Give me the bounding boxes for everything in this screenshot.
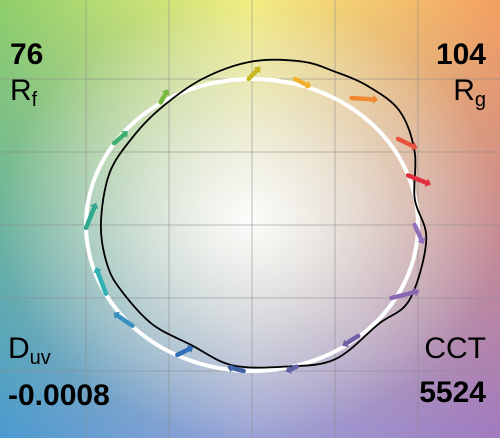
hue-vector-shaft <box>83 205 97 231</box>
duv-metric: Duv -0.0008 <box>8 334 110 411</box>
rg-label: Rg <box>453 74 486 112</box>
hue-vector-shaft <box>287 364 300 372</box>
hue-vector-shaft <box>395 136 416 149</box>
rg-metric: 104 Rg <box>436 40 486 115</box>
hue-vector-15 <box>111 131 128 146</box>
hue-vector-shaft <box>111 132 127 146</box>
rf-metric: 76 Rf <box>10 40 43 115</box>
hue-vector-12 <box>113 311 135 328</box>
hue-vector-head <box>424 178 431 187</box>
hue-vectors <box>83 66 431 374</box>
hue-vector-6 <box>412 222 426 245</box>
hue-vector-2 <box>292 76 312 89</box>
hue-vector-head <box>413 287 420 297</box>
duv-label: Duv <box>8 332 51 370</box>
hue-vector-10 <box>227 363 246 374</box>
hue-vector-head <box>161 89 170 96</box>
hue-vector-head <box>304 80 312 89</box>
hue-vector-shaft <box>344 333 361 346</box>
hue-vector-16 <box>158 89 170 105</box>
cct-value: 5524 <box>419 376 486 409</box>
hue-vector-shaft <box>292 76 310 88</box>
hue-vector-9 <box>285 364 300 374</box>
rg-value: 104 <box>435 38 486 71</box>
hue-vector-head <box>90 202 99 210</box>
hue-vector-shaft <box>95 269 109 296</box>
hue-vector-13 <box>93 267 109 296</box>
hue-vector-shaft <box>389 289 417 301</box>
test-contour <box>99 58 428 369</box>
hue-vector-head <box>186 345 194 354</box>
hue-vector-shaft <box>229 365 246 374</box>
cct-label: CCT <box>424 332 486 365</box>
hue-vector-head <box>285 365 292 374</box>
hue-vector-shaft <box>115 313 135 328</box>
duv-value: -0.0008 <box>8 379 110 412</box>
hue-vector-3 <box>349 94 379 104</box>
hue-vector-head <box>121 131 128 138</box>
hue-vector-11 <box>175 345 194 358</box>
hue-vector-7 <box>389 287 420 301</box>
hue-vector-head <box>372 94 379 104</box>
hue-vector-shaft <box>175 346 192 358</box>
hue-vector-shaft <box>405 173 429 185</box>
hue-vector-shaft <box>349 95 376 102</box>
hue-vector-shaft <box>158 91 168 105</box>
hue-vector-head <box>342 339 350 348</box>
rf-value: 76 <box>10 38 44 71</box>
hue-vector-4 <box>395 136 418 151</box>
hue-vector-head <box>411 142 418 151</box>
cct-metric: CCT 5524 <box>419 334 486 408</box>
test-contour-line <box>99 58 428 369</box>
rf-label: Rf <box>10 74 38 112</box>
hue-vector-1 <box>246 66 261 82</box>
hue-vector-5 <box>405 173 431 187</box>
hue-vector-head <box>253 66 261 74</box>
hue-vector-head <box>93 267 102 274</box>
hue-vector-head <box>113 311 121 320</box>
hue-vector-8 <box>342 333 361 348</box>
hue-vector-shaft <box>246 67 260 82</box>
hue-vector-head <box>227 363 234 373</box>
hue-vector-14 <box>83 202 99 231</box>
hue-vector-head <box>417 237 426 245</box>
hue-vector-shaft <box>412 222 424 242</box>
